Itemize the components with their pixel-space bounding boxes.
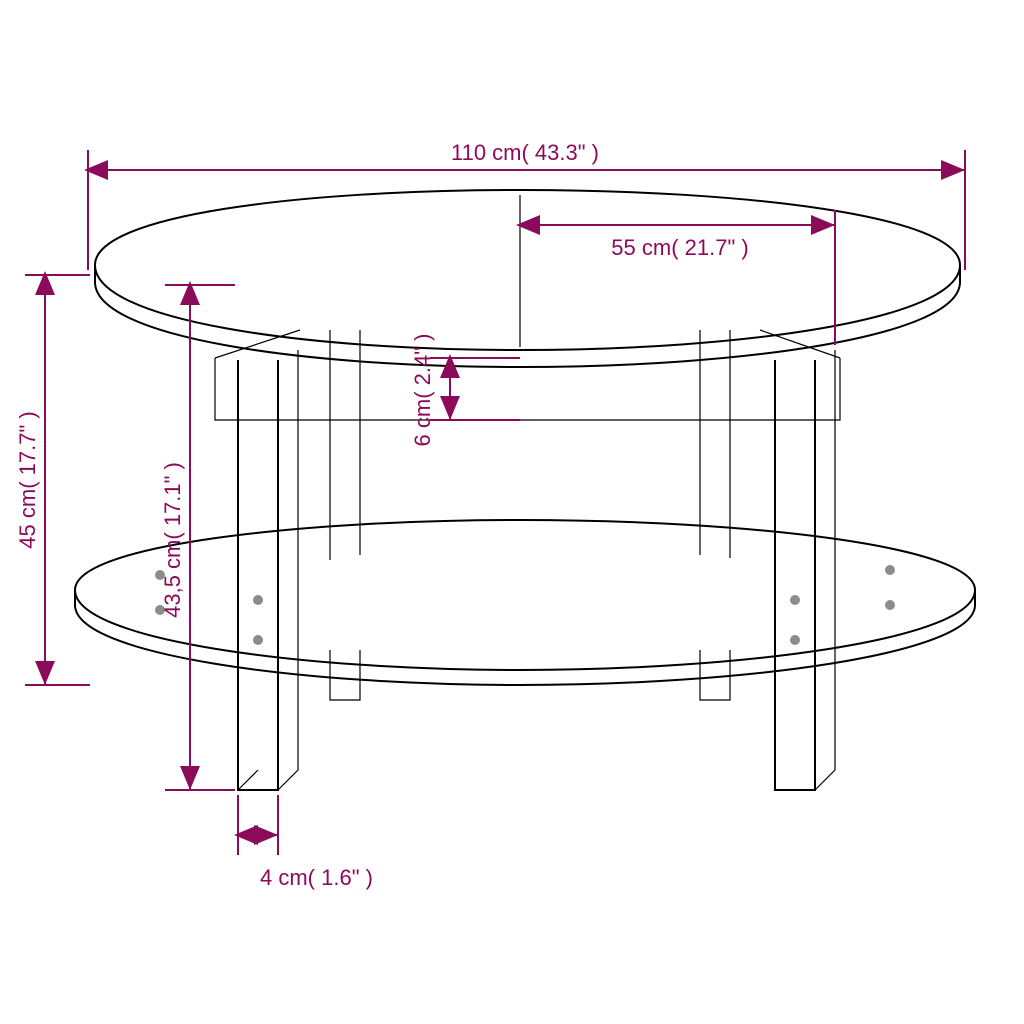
dim-shelf-height: 43,5 cm( 17.1" ) [160,462,185,618]
dim-overall-width: 110 cm( 43.3" ) [451,140,599,165]
dim-leg-width: 4 cm( 1.6" ) [260,865,373,890]
dim-half-top: 55 cm( 21.7" ) [611,235,748,260]
dim-apron-height: 6 cm( 2.4" ) [410,334,435,447]
dim-overall-height: 45 cm( 17.7" ) [15,411,40,548]
